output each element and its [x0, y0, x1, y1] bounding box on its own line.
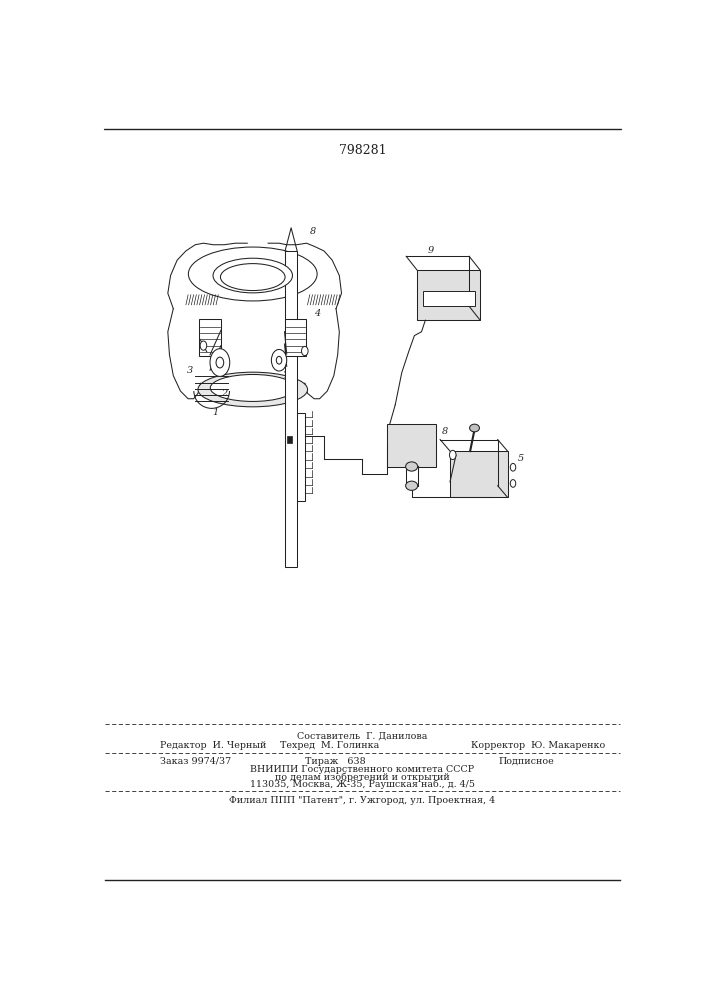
Ellipse shape [406, 462, 418, 471]
Text: Редактор  И. Черный: Редактор И. Черный [160, 741, 266, 750]
Text: 8: 8 [441, 427, 448, 436]
Bar [450, 451, 508, 497]
Bar [284, 319, 306, 356]
Circle shape [200, 341, 206, 350]
Text: Корректор  Ю. Макаренко: Корректор Ю. Макаренко [471, 741, 604, 750]
Text: Филиал ППП "Патент", г. Ужгород, ул. Проектная, 4: Филиал ППП "Патент", г. Ужгород, ул. Про… [229, 796, 496, 805]
Text: ВНИИПИ Государственного комитета СССР: ВНИИПИ Государственного комитета СССР [250, 765, 474, 774]
Circle shape [301, 346, 308, 356]
Text: 113035, Москва, Ж-35, Раушская наб., д. 4/5: 113035, Москва, Ж-35, Раушская наб., д. … [250, 780, 475, 789]
Ellipse shape [210, 374, 296, 401]
Circle shape [510, 480, 516, 487]
Circle shape [276, 356, 282, 364]
Bar [291, 413, 305, 501]
Ellipse shape [469, 424, 479, 432]
Ellipse shape [198, 372, 308, 407]
Text: Составитель  Г. Данилова: Составитель Г. Данилова [297, 732, 428, 740]
Text: 4: 4 [315, 309, 320, 318]
Text: Техред  М. Голинка: Техред М. Голинка [280, 741, 379, 750]
Text: Тираж   638: Тираж 638 [305, 757, 366, 766]
Bar [199, 319, 221, 356]
Bar [387, 424, 436, 466]
Circle shape [210, 349, 230, 376]
Text: 798281: 798281 [339, 144, 386, 157]
Circle shape [216, 357, 223, 368]
Text: 8: 8 [310, 227, 316, 236]
Text: 3: 3 [187, 366, 193, 375]
Bar [285, 251, 297, 567]
Text: 1: 1 [212, 408, 218, 417]
Bar [287, 436, 292, 443]
Text: Заказ 9974/37: Заказ 9974/37 [160, 757, 230, 766]
Circle shape [510, 463, 516, 471]
Ellipse shape [213, 258, 293, 293]
Text: 7: 7 [283, 371, 288, 380]
Text: Подписное: Подписное [499, 757, 554, 766]
Ellipse shape [221, 264, 285, 291]
Circle shape [271, 349, 287, 371]
Circle shape [450, 450, 456, 460]
Bar [417, 270, 480, 320]
Text: 9: 9 [428, 246, 434, 255]
Text: по делам изобретений и открытий: по делам изобретений и открытий [275, 772, 450, 782]
Text: 5: 5 [518, 454, 525, 463]
Text: 2: 2 [221, 389, 228, 398]
Ellipse shape [406, 481, 418, 490]
Bar [423, 291, 474, 306]
